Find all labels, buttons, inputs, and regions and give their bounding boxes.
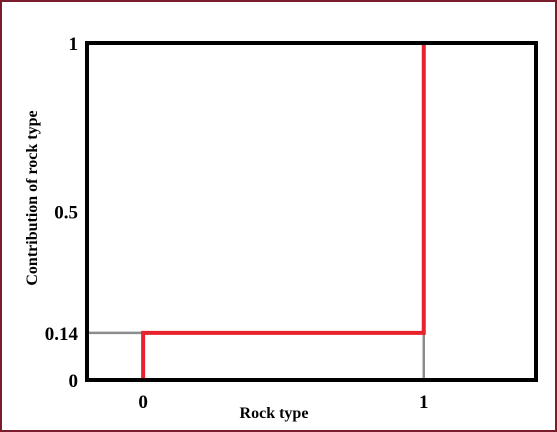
x-axis-label: Rock type — [240, 405, 309, 422]
x-tick-label-1: 1 — [419, 392, 429, 413]
y-tick-label-2: 0.5 — [54, 203, 78, 224]
guide-lines — [87, 331, 425, 380]
series-layer — [141, 43, 426, 380]
y-tick-label-0: 0 — [69, 371, 79, 392]
plot-area-border — [85, 41, 538, 382]
x-tick-label-0: 0 — [138, 392, 148, 413]
y-tick-label-3: 1 — [69, 34, 79, 55]
series-line-0 — [141, 43, 426, 380]
y-tick-labels: 0 0.14 0.5 1 — [45, 34, 79, 392]
y-tick-label-1: 0.14 — [45, 324, 79, 345]
y-axis-label: Contribution of rock type — [24, 110, 41, 285]
